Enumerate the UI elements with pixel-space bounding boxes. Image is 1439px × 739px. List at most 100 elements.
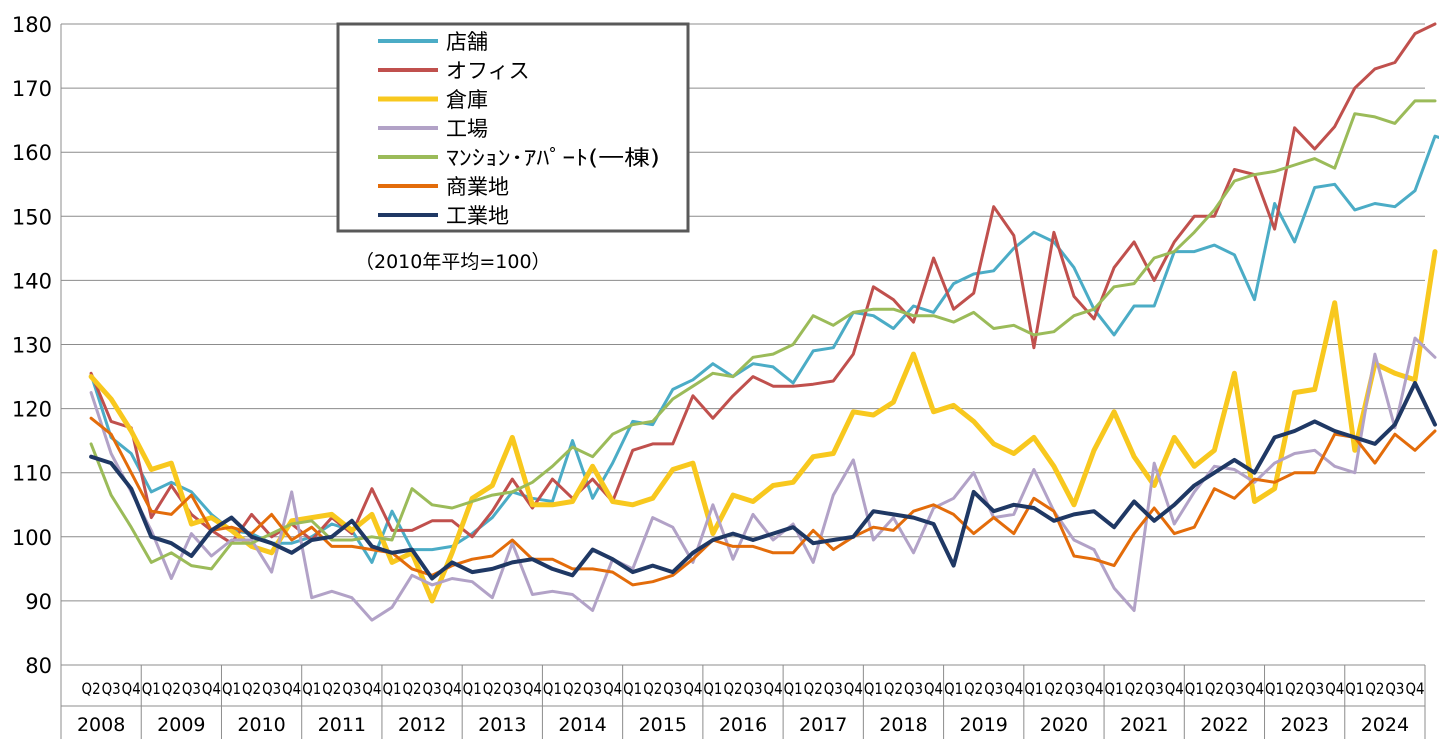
y-tick-label: 80	[25, 654, 52, 678]
y-tick-label: 120	[12, 398, 52, 422]
year-tick-label: 2018	[879, 714, 927, 736]
quarter-tick-label: Q3	[182, 679, 201, 698]
series-line-2	[89, 22, 1437, 545]
year-tick-label: 2014	[558, 714, 606, 736]
series-lines	[88, 22, 1439, 622]
legend-entry: ﾏﾝｼｮﾝ･ｱﾊﾟｰﾄ(一棟)	[446, 146, 660, 170]
y-tick-label: 100	[12, 526, 52, 550]
quarter-tick-label: Q4	[844, 679, 863, 698]
quarter-tick-label: Q4	[523, 679, 542, 698]
quarter-tick-label: Q1	[142, 679, 161, 698]
series-path	[89, 22, 1437, 545]
quarter-tick-label: Q3	[824, 679, 843, 698]
quarter-tick-label: Q2	[804, 679, 823, 698]
year-tick-label: 2011	[318, 714, 366, 736]
quarter-tick-label: Q4	[202, 679, 221, 698]
quarter-tick-label: Q4	[603, 679, 622, 698]
y-tick-label: 110	[12, 462, 52, 486]
quarter-tick-label: Q2	[322, 679, 341, 698]
quarter-tick-label: Q2	[402, 679, 421, 698]
quarter-tick-label: Q1	[1265, 679, 1284, 698]
quarter-tick-label: Q1	[784, 679, 803, 698]
quarter-tick-label: Q2	[964, 679, 983, 698]
quarter-tick-label: Q3	[342, 679, 361, 698]
quarter-tick-label: Q3	[904, 679, 923, 698]
quarter-tick-label: Q3	[583, 679, 602, 698]
quarter-tick-label: Q3	[1064, 679, 1083, 698]
year-tick-label: 2020	[1040, 714, 1088, 736]
series-path	[89, 416, 1437, 587]
y-tick-label: 90	[25, 590, 52, 614]
series-line-5	[89, 99, 1437, 571]
quarter-tick-label: Q1	[1185, 679, 1204, 698]
y-tick-label: 160	[12, 141, 52, 165]
quarter-tick-label: Q4	[1165, 679, 1184, 698]
legend-entry: 商業地	[446, 175, 509, 199]
quarter-tick-label: Q2	[1285, 679, 1304, 698]
quarter-tick-label: Q1	[1345, 679, 1364, 698]
quarter-tick-label: Q2	[162, 679, 181, 698]
y-tick-label: 170	[12, 77, 52, 101]
y-axis-ticks: 80 90 100 110 120 130 140 150 160 170 180	[12, 13, 52, 678]
quarter-tick-label: Q4	[122, 679, 141, 698]
quarter-tick-label: Q1	[1105, 679, 1124, 698]
quarter-tick-label: Q1	[543, 679, 562, 698]
quarter-tick-label: Q3	[743, 679, 762, 698]
quarter-tick-label: Q4	[1325, 679, 1344, 698]
quarter-tick-label: Q2	[643, 679, 662, 698]
series-path	[88, 249, 1438, 604]
quarter-tick-label: Q1	[463, 679, 482, 698]
quarter-tick-label: Q2	[723, 679, 742, 698]
year-tick-label: 2009	[157, 714, 205, 736]
series-line-7	[89, 381, 1437, 581]
legend-entry: 工業地	[446, 204, 509, 228]
quarter-tick-label: Q4	[1245, 679, 1264, 698]
quarter-tick-label: Q3	[423, 679, 442, 698]
quarter-tick-label: Q3	[1225, 679, 1244, 698]
series-line-3	[88, 249, 1438, 604]
year-tick-label: 2021	[1120, 714, 1168, 736]
legend-entry: 店舗	[446, 30, 488, 54]
chart-note: （2010年平均=100）	[355, 251, 551, 273]
quarter-tick-label: Q2	[884, 679, 903, 698]
y-tick-label: 180	[12, 13, 52, 37]
year-tick-label: 2024	[1361, 714, 1409, 736]
quarter-tick-label: Q1	[1024, 679, 1043, 698]
quarter-tick-label: Q2	[1365, 679, 1384, 698]
quarter-tick-label: Q3	[663, 679, 682, 698]
quarter-tick-label: Q3	[503, 679, 522, 698]
legend-entry: オフィス	[446, 59, 530, 83]
series-path	[89, 381, 1437, 581]
y-tick-label: 140	[12, 269, 52, 293]
quarter-tick-label: Q3	[262, 679, 281, 698]
quarter-tick-label: Q2	[242, 679, 261, 698]
quarter-tick-label: Q3	[1145, 679, 1164, 698]
series-path	[89, 99, 1437, 571]
quarter-tick-label: Q1	[302, 679, 321, 698]
quarter-tick-label: Q2	[483, 679, 502, 698]
y-tick-label: 150	[12, 205, 52, 229]
quarter-tick-label: Q3	[102, 679, 121, 698]
quarter-tick-label: Q3	[1385, 679, 1404, 698]
quarter-tick-label: Q1	[382, 679, 401, 698]
year-tick-label: 2013	[478, 714, 526, 736]
gridlines	[60, 23, 1425, 739]
legend-entry: 倉庫	[446, 88, 488, 112]
year-tick-label: 2010	[237, 714, 285, 736]
y-tick-label: 130	[12, 334, 52, 358]
quarter-tick-label: Q4	[1405, 679, 1424, 698]
quarter-tick-label: Q4	[443, 679, 462, 698]
year-tick-label: 2012	[398, 714, 446, 736]
quarter-tick-label: Q1	[864, 679, 883, 698]
quarter-tick-label: Q4	[764, 679, 783, 698]
quarter-tick-label: Q2	[1125, 679, 1144, 698]
quarter-tick-label: Q4	[282, 679, 301, 698]
quarter-tick-label: Q4	[1004, 679, 1023, 698]
year-tick-label: 2016	[719, 714, 767, 736]
year-tick-label: 2019	[960, 714, 1008, 736]
legend-entry: 工場	[446, 117, 488, 141]
series-line-6	[89, 416, 1437, 587]
